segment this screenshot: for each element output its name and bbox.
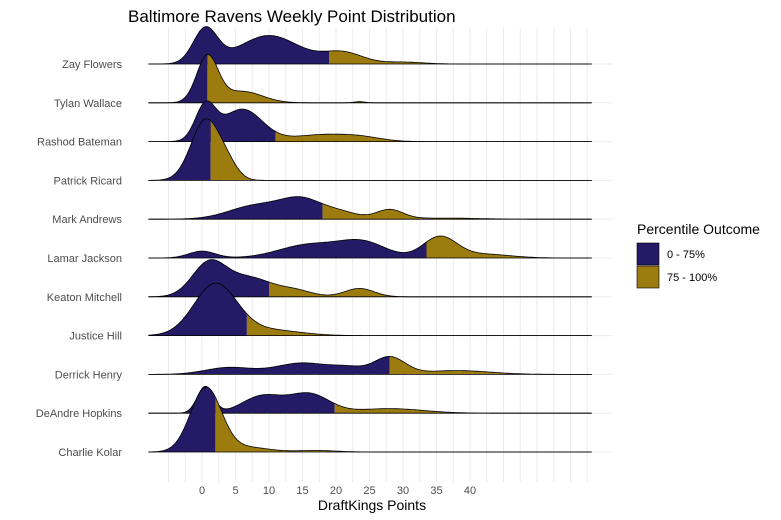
x-tick-label: 5 — [232, 485, 238, 497]
ridge-mark-andrews — [148, 196, 592, 220]
ridge-area-low — [148, 386, 335, 414]
x-tick-label: 15 — [296, 485, 308, 497]
ridge-outline — [148, 235, 591, 259]
ridge-area-low — [148, 283, 247, 336]
y-label: Tylan Wallace — [54, 98, 122, 110]
y-label: Zay Flowers — [62, 59, 122, 71]
ridge-area-high — [334, 403, 591, 414]
ridge-charlie-kolar — [148, 386, 592, 453]
ridge-area-high — [246, 313, 591, 336]
ridge-area-high — [322, 203, 591, 220]
ridge-area-low — [148, 118, 211, 181]
legend: Percentile Outcome 0 - 75% 75 - 100% — [636, 221, 760, 289]
chart-title: Baltimore Ravens Weekly Point Distributi… — [128, 7, 456, 26]
y-label: Derrick Henry — [55, 369, 123, 381]
y-axis-labels: Zay Flowers Tylan Wallace Rashod Bateman Pa… — [36, 59, 123, 459]
legend-swatch-low — [636, 242, 660, 266]
ridge-lamar-jackson — [148, 235, 592, 259]
y-label: Rashod Bateman — [37, 137, 122, 149]
ridge-area-high — [389, 356, 591, 375]
ridge-area-low — [148, 386, 216, 452]
ridge-area-low — [148, 100, 276, 142]
ridge-tylan-wallace — [148, 54, 592, 104]
x-tick-label: 0 — [199, 485, 205, 497]
x-tick-label: 10 — [263, 485, 275, 497]
ridges — [148, 26, 592, 453]
y-label: Justice Hill — [69, 331, 122, 343]
y-label: Mark Andrews — [52, 214, 122, 226]
ridge-derrick-henry — [148, 356, 592, 375]
x-tick-label: 25 — [363, 485, 375, 497]
ridge-area-low — [148, 26, 330, 65]
ridge-zay-flowers — [148, 26, 592, 65]
y-label: Patrick Ricard — [54, 175, 122, 187]
legend-label-high: 75 - 100% — [667, 272, 717, 284]
x-axis-ticks: 0 5 10 15 20 25 30 35 40 — [199, 485, 476, 497]
ridge-area-low — [148, 196, 323, 220]
ridge-area-low — [148, 54, 208, 103]
x-tick-label: 20 — [330, 485, 342, 497]
x-axis-title: DraftKings Points — [318, 497, 426, 513]
x-tick-label: 35 — [430, 485, 442, 497]
ridge-outline — [148, 356, 591, 375]
ridge-area-high — [329, 50, 591, 64]
ridge-area-high — [207, 54, 591, 103]
ridge-area-high — [269, 282, 591, 297]
y-label: Keaton Mitchell — [47, 292, 122, 304]
ridge-area-high — [275, 131, 591, 142]
y-label: Lamar Jackson — [47, 253, 122, 265]
x-tick-label: 30 — [397, 485, 409, 497]
ridge-patrick-ricard — [148, 118, 592, 181]
y-label: Charlie Kolar — [58, 447, 122, 459]
legend-label-low: 0 - 75% — [667, 249, 705, 261]
ridge-area-low — [148, 259, 269, 297]
legend-swatch-high — [636, 265, 660, 289]
legend-title: Percentile Outcome — [637, 221, 760, 237]
ridge-justice-hill — [148, 282, 592, 337]
y-label: DeAndre Hopkins — [36, 408, 123, 420]
ridge-area-low — [148, 239, 427, 258]
ridge-area-high — [426, 236, 591, 258]
x-tick-label: 40 — [464, 485, 476, 497]
